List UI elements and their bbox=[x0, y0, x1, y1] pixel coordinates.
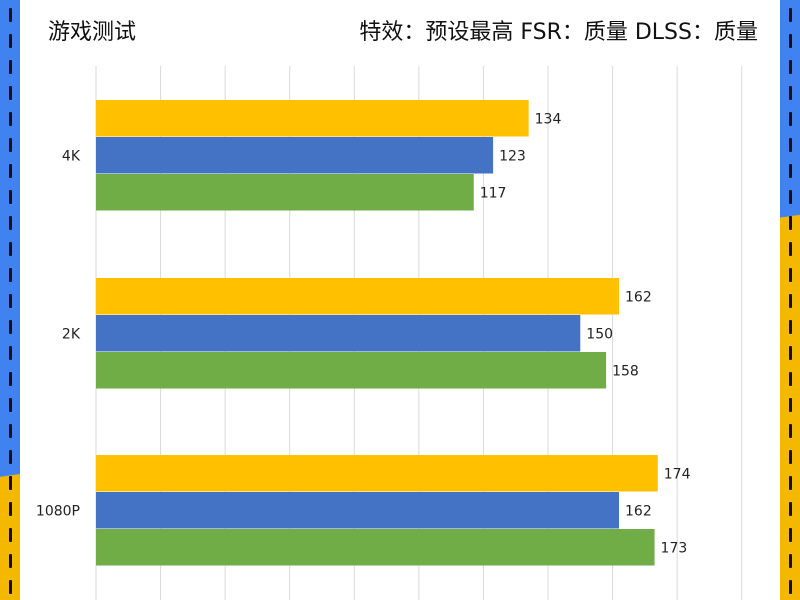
strip-dash bbox=[9, 242, 12, 256]
strip-dash bbox=[9, 86, 12, 100]
strip-dash bbox=[789, 372, 792, 386]
data-label: 173 bbox=[661, 540, 688, 556]
strip-dash bbox=[789, 320, 792, 334]
strip-dash bbox=[9, 294, 12, 308]
strip-dash bbox=[9, 502, 12, 516]
strip-dash bbox=[789, 450, 792, 464]
strip-dash bbox=[9, 554, 12, 568]
strip-dash bbox=[789, 86, 792, 100]
bar bbox=[96, 529, 655, 566]
bar bbox=[96, 315, 581, 352]
strip-dash bbox=[789, 398, 792, 412]
strip-dash bbox=[9, 8, 12, 22]
strip-dash bbox=[789, 164, 792, 178]
strip-dash bbox=[789, 190, 792, 204]
category-label: 2K bbox=[62, 326, 81, 342]
strip-dash bbox=[789, 294, 792, 308]
data-label: 174 bbox=[664, 466, 691, 482]
bar bbox=[96, 352, 607, 389]
chart-title: 游戏测试 bbox=[48, 20, 137, 45]
bar bbox=[96, 137, 494, 174]
data-label: 117 bbox=[480, 185, 507, 201]
strip-dash bbox=[789, 346, 792, 360]
data-label: 162 bbox=[625, 289, 652, 305]
strip-dash bbox=[789, 8, 792, 22]
strip-dash bbox=[9, 60, 12, 74]
strip-dash bbox=[789, 112, 792, 126]
strip-dash bbox=[9, 164, 12, 178]
strip-dash bbox=[789, 476, 792, 490]
strip-dash bbox=[9, 476, 12, 490]
strip-dash bbox=[789, 554, 792, 568]
strip-dash bbox=[9, 450, 12, 464]
chart-subtitle: 特效：预设最高 FSR：质量 DLSS：质量 bbox=[359, 20, 758, 45]
strip-dash bbox=[9, 320, 12, 334]
strip-dash bbox=[789, 580, 792, 594]
strip-dash bbox=[789, 138, 792, 152]
strip-dash bbox=[9, 216, 12, 230]
strip-dash bbox=[789, 34, 792, 48]
left-decorative-strip bbox=[0, 0, 20, 600]
strip-dash bbox=[9, 190, 12, 204]
strip-dash bbox=[789, 60, 792, 74]
strip-dash bbox=[9, 424, 12, 438]
strip-dash bbox=[789, 216, 792, 230]
strip-dash bbox=[9, 346, 12, 360]
category-label: 1080P bbox=[36, 503, 80, 519]
strip-dash bbox=[9, 372, 12, 386]
data-label: 123 bbox=[499, 148, 526, 164]
strip-dash bbox=[9, 528, 12, 542]
bar bbox=[96, 278, 620, 315]
strip-dash bbox=[789, 424, 792, 438]
strip-dash bbox=[9, 268, 12, 282]
strip-dash bbox=[789, 242, 792, 256]
bar bbox=[96, 174, 474, 211]
strip-dash bbox=[789, 268, 792, 282]
data-label: 150 bbox=[586, 326, 613, 342]
data-label: 158 bbox=[612, 363, 639, 379]
strip-dash bbox=[9, 138, 12, 152]
strip-dash bbox=[789, 528, 792, 542]
strip-dash bbox=[9, 580, 12, 594]
category-label: 4K bbox=[62, 148, 81, 164]
bar bbox=[96, 455, 658, 492]
strip-dash bbox=[9, 34, 12, 48]
strip-dash bbox=[9, 398, 12, 412]
data-label: 134 bbox=[535, 111, 562, 127]
right-decorative-strip bbox=[780, 0, 800, 600]
strip-dash bbox=[9, 112, 12, 126]
bar bbox=[96, 100, 529, 137]
data-label: 162 bbox=[625, 503, 652, 519]
strip-dash bbox=[789, 502, 792, 516]
bar bbox=[96, 492, 620, 529]
